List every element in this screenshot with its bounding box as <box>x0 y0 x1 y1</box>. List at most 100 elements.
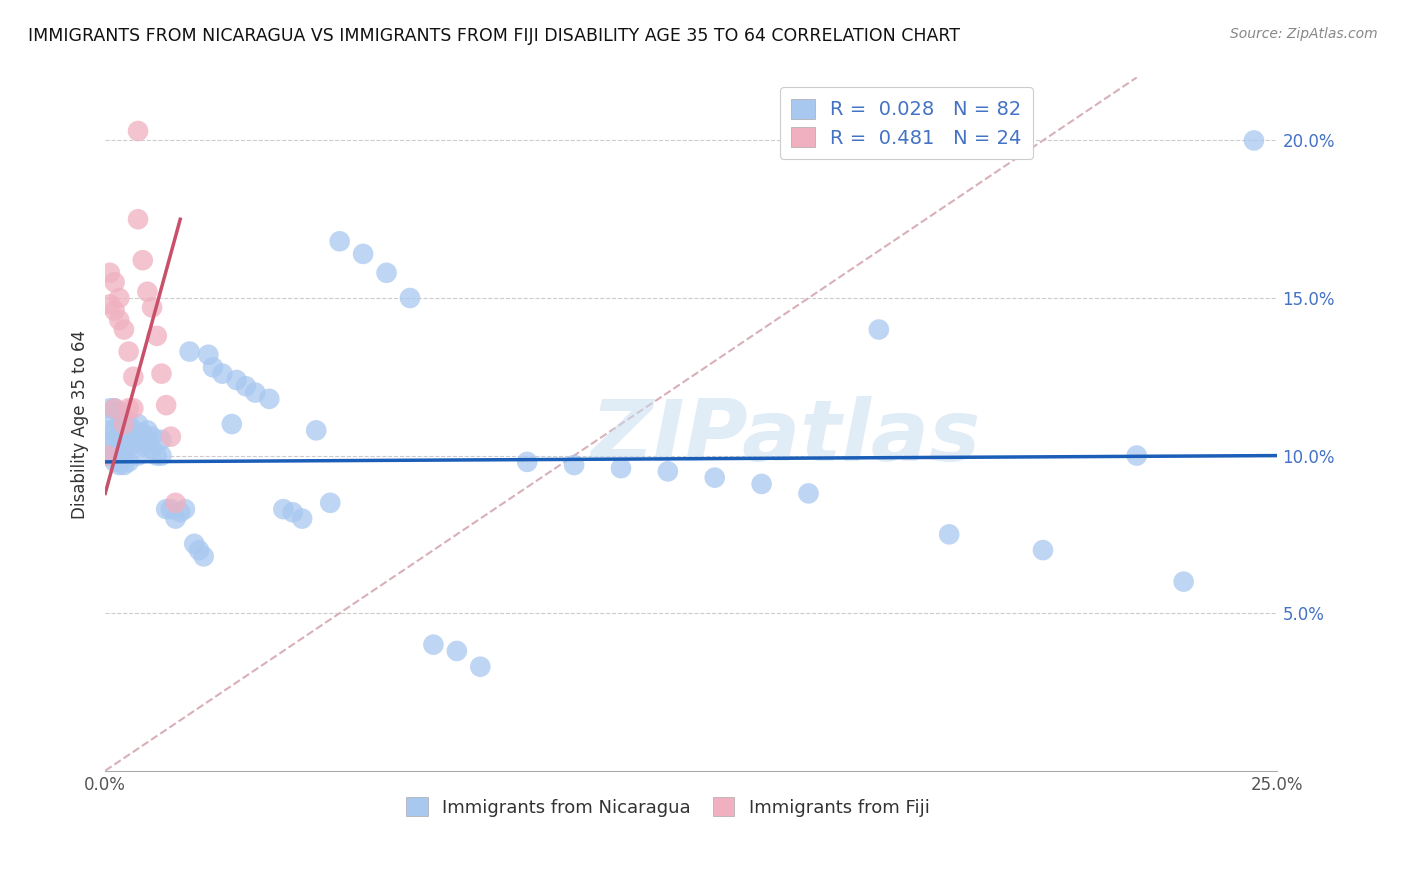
Point <box>562 458 585 472</box>
Point <box>98 401 121 416</box>
Point <box>112 322 135 336</box>
Y-axis label: Disability Age 35 to 64: Disability Age 35 to 64 <box>72 329 89 518</box>
Point <box>141 430 163 444</box>
Point <box>132 253 155 268</box>
Point <box>108 449 131 463</box>
Point <box>136 423 159 437</box>
Text: ZIPatlas: ZIPatlas <box>591 396 980 479</box>
Point <box>132 439 155 453</box>
Point <box>155 398 177 412</box>
Point <box>202 360 225 375</box>
Point <box>281 505 304 519</box>
Point <box>174 502 197 516</box>
Point <box>179 344 201 359</box>
Point <box>112 417 135 431</box>
Point <box>273 502 295 516</box>
Point <box>122 401 145 416</box>
Point <box>211 367 233 381</box>
Point <box>118 439 141 453</box>
Point <box>127 433 149 447</box>
Point <box>375 266 398 280</box>
Point <box>108 439 131 453</box>
Point <box>319 496 342 510</box>
Point <box>108 430 131 444</box>
Point <box>446 644 468 658</box>
Point <box>104 423 127 437</box>
Point <box>160 502 183 516</box>
Point <box>127 124 149 138</box>
Point <box>352 247 374 261</box>
Point <box>104 401 127 416</box>
Point <box>108 404 131 418</box>
Point <box>150 433 173 447</box>
Point <box>112 423 135 437</box>
Point <box>657 464 679 478</box>
Point <box>291 511 314 525</box>
Point <box>118 401 141 416</box>
Point <box>122 436 145 450</box>
Point <box>104 303 127 318</box>
Point <box>108 291 131 305</box>
Point <box>235 379 257 393</box>
Point <box>422 638 444 652</box>
Point <box>112 458 135 472</box>
Point <box>183 537 205 551</box>
Point <box>305 423 328 437</box>
Point <box>108 417 131 431</box>
Point <box>703 470 725 484</box>
Point <box>225 373 247 387</box>
Point <box>516 455 538 469</box>
Point <box>108 458 131 472</box>
Point <box>104 275 127 289</box>
Text: IMMIGRANTS FROM NICARAGUA VS IMMIGRANTS FROM FIJI DISABILITY AGE 35 TO 64 CORREL: IMMIGRANTS FROM NICARAGUA VS IMMIGRANTS … <box>28 27 960 45</box>
Point <box>112 449 135 463</box>
Point <box>221 417 243 431</box>
Point <box>98 423 121 437</box>
Point <box>108 313 131 327</box>
Point <box>797 486 820 500</box>
Point <box>122 369 145 384</box>
Point <box>104 436 127 450</box>
Point <box>98 266 121 280</box>
Point <box>160 430 183 444</box>
Point <box>150 367 173 381</box>
Point <box>112 410 135 425</box>
Point <box>104 410 127 425</box>
Point <box>136 285 159 299</box>
Point <box>96 449 118 463</box>
Point <box>169 505 191 519</box>
Point <box>118 344 141 359</box>
Point <box>1032 543 1054 558</box>
Point <box>259 392 281 406</box>
Point <box>1243 133 1265 147</box>
Point <box>938 527 960 541</box>
Point <box>118 455 141 469</box>
Point <box>96 449 118 463</box>
Point <box>118 417 141 431</box>
Point <box>399 291 422 305</box>
Point <box>165 496 187 510</box>
Text: Source: ZipAtlas.com: Source: ZipAtlas.com <box>1230 27 1378 41</box>
Point <box>868 322 890 336</box>
Point <box>136 436 159 450</box>
Point <box>112 433 135 447</box>
Point <box>98 436 121 450</box>
Point <box>104 455 127 469</box>
Point <box>165 511 187 525</box>
Point <box>146 328 169 343</box>
Point <box>104 401 127 416</box>
Point <box>150 449 173 463</box>
Point <box>610 461 633 475</box>
Point <box>132 426 155 441</box>
Point <box>118 426 141 441</box>
Point <box>155 502 177 516</box>
Point <box>197 348 219 362</box>
Point <box>141 301 163 315</box>
Point <box>193 549 215 564</box>
Point <box>127 212 149 227</box>
Point <box>141 442 163 457</box>
Point <box>127 449 149 463</box>
Point <box>127 417 149 431</box>
Point <box>1173 574 1195 589</box>
Point <box>1125 449 1147 463</box>
